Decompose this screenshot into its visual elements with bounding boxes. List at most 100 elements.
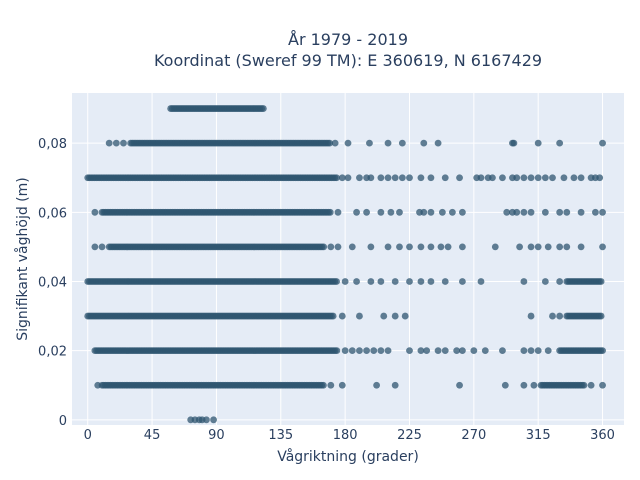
data-point bbox=[570, 174, 578, 182]
data-point bbox=[556, 312, 564, 320]
data-point bbox=[530, 381, 538, 389]
chart-title-line2: Koordinat (Sweref 99 TM): E 360619, N 61… bbox=[154, 51, 542, 70]
y-tick-label: 0,08 bbox=[38, 137, 67, 152]
data-point bbox=[534, 139, 542, 147]
data-point bbox=[459, 243, 466, 251]
data-point bbox=[499, 174, 506, 182]
data-point bbox=[370, 347, 378, 355]
data-point bbox=[94, 381, 102, 389]
data-point bbox=[367, 174, 375, 182]
data-point bbox=[560, 174, 568, 182]
data-point bbox=[441, 174, 449, 182]
data-point bbox=[491, 243, 499, 251]
data-point bbox=[597, 312, 605, 320]
data-point bbox=[333, 174, 340, 182]
data-point bbox=[597, 278, 605, 285]
data-point bbox=[344, 139, 352, 147]
data-point bbox=[391, 381, 399, 389]
data-points bbox=[84, 105, 606, 424]
data-point bbox=[520, 381, 528, 389]
data-point bbox=[541, 278, 549, 285]
data-point bbox=[320, 381, 327, 389]
data-point bbox=[477, 278, 485, 285]
data-point bbox=[326, 139, 334, 147]
data-point bbox=[377, 347, 385, 355]
y-tick-label: 0,06 bbox=[38, 206, 67, 221]
data-point bbox=[459, 347, 466, 355]
data-point bbox=[356, 347, 363, 355]
data-point bbox=[534, 347, 542, 355]
data-point bbox=[356, 174, 363, 182]
data-point bbox=[556, 243, 564, 251]
data-point bbox=[348, 243, 356, 251]
data-point bbox=[384, 347, 392, 355]
data-point bbox=[353, 278, 360, 285]
data-point bbox=[387, 208, 395, 216]
y-tick-labels: 0 0,02 0,04 0,06 0,08 bbox=[38, 137, 67, 429]
data-point bbox=[516, 243, 524, 251]
data-point bbox=[427, 278, 435, 285]
data-point bbox=[367, 243, 375, 251]
data-point bbox=[331, 139, 339, 147]
data-point bbox=[348, 347, 356, 355]
data-point bbox=[98, 243, 106, 251]
data-point bbox=[344, 174, 352, 182]
data-point bbox=[499, 347, 506, 355]
chart-title-line1: År 1979 - 2019 bbox=[288, 30, 408, 49]
data-point bbox=[417, 243, 425, 251]
x-tick-label: 225 bbox=[397, 428, 422, 443]
data-point bbox=[577, 174, 585, 182]
data-point bbox=[520, 174, 528, 182]
y-tick-label: 0,02 bbox=[38, 345, 67, 360]
x-axis-title: Vågriktning (grader) bbox=[277, 448, 419, 465]
data-point bbox=[356, 312, 363, 320]
data-point bbox=[363, 208, 370, 216]
data-point bbox=[577, 243, 585, 251]
data-point bbox=[563, 208, 571, 216]
x-tick-label: 180 bbox=[333, 428, 358, 443]
data-point bbox=[481, 347, 489, 355]
data-point bbox=[398, 139, 406, 147]
data-point bbox=[591, 208, 599, 216]
data-point bbox=[327, 381, 335, 389]
data-point bbox=[334, 208, 342, 216]
data-point bbox=[203, 416, 210, 424]
data-point bbox=[549, 174, 556, 182]
data-point bbox=[384, 139, 392, 147]
data-point bbox=[367, 278, 375, 285]
data-point bbox=[527, 174, 535, 182]
data-point bbox=[334, 243, 342, 251]
data-point bbox=[501, 381, 509, 389]
data-point bbox=[527, 312, 535, 320]
y-tick-label: 0,04 bbox=[38, 275, 67, 290]
data-point bbox=[333, 347, 341, 355]
data-point bbox=[259, 105, 267, 112]
data-point bbox=[396, 243, 403, 251]
data-point bbox=[587, 381, 595, 389]
data-point bbox=[527, 243, 535, 251]
data-point bbox=[437, 243, 445, 251]
data-point bbox=[441, 278, 449, 285]
x-tick-label: 45 bbox=[144, 428, 161, 443]
plot-area bbox=[72, 93, 624, 425]
data-point bbox=[210, 416, 217, 424]
data-point bbox=[377, 278, 385, 285]
data-point bbox=[441, 347, 449, 355]
data-point bbox=[420, 139, 428, 147]
data-point bbox=[333, 278, 340, 285]
data-point bbox=[489, 174, 496, 182]
x-tick-labels: 0 45 90 135 180 225 270 315 360 bbox=[84, 428, 615, 443]
data-point bbox=[105, 139, 113, 147]
data-point bbox=[599, 243, 606, 251]
data-point bbox=[401, 312, 409, 320]
data-point bbox=[341, 278, 349, 285]
data-point bbox=[406, 278, 413, 285]
data-point bbox=[520, 347, 528, 355]
data-point bbox=[417, 174, 425, 182]
data-point bbox=[91, 243, 99, 251]
data-point bbox=[326, 208, 334, 216]
data-point bbox=[338, 312, 346, 320]
x-tick-label: 0 bbox=[84, 428, 92, 443]
data-point bbox=[520, 278, 528, 285]
